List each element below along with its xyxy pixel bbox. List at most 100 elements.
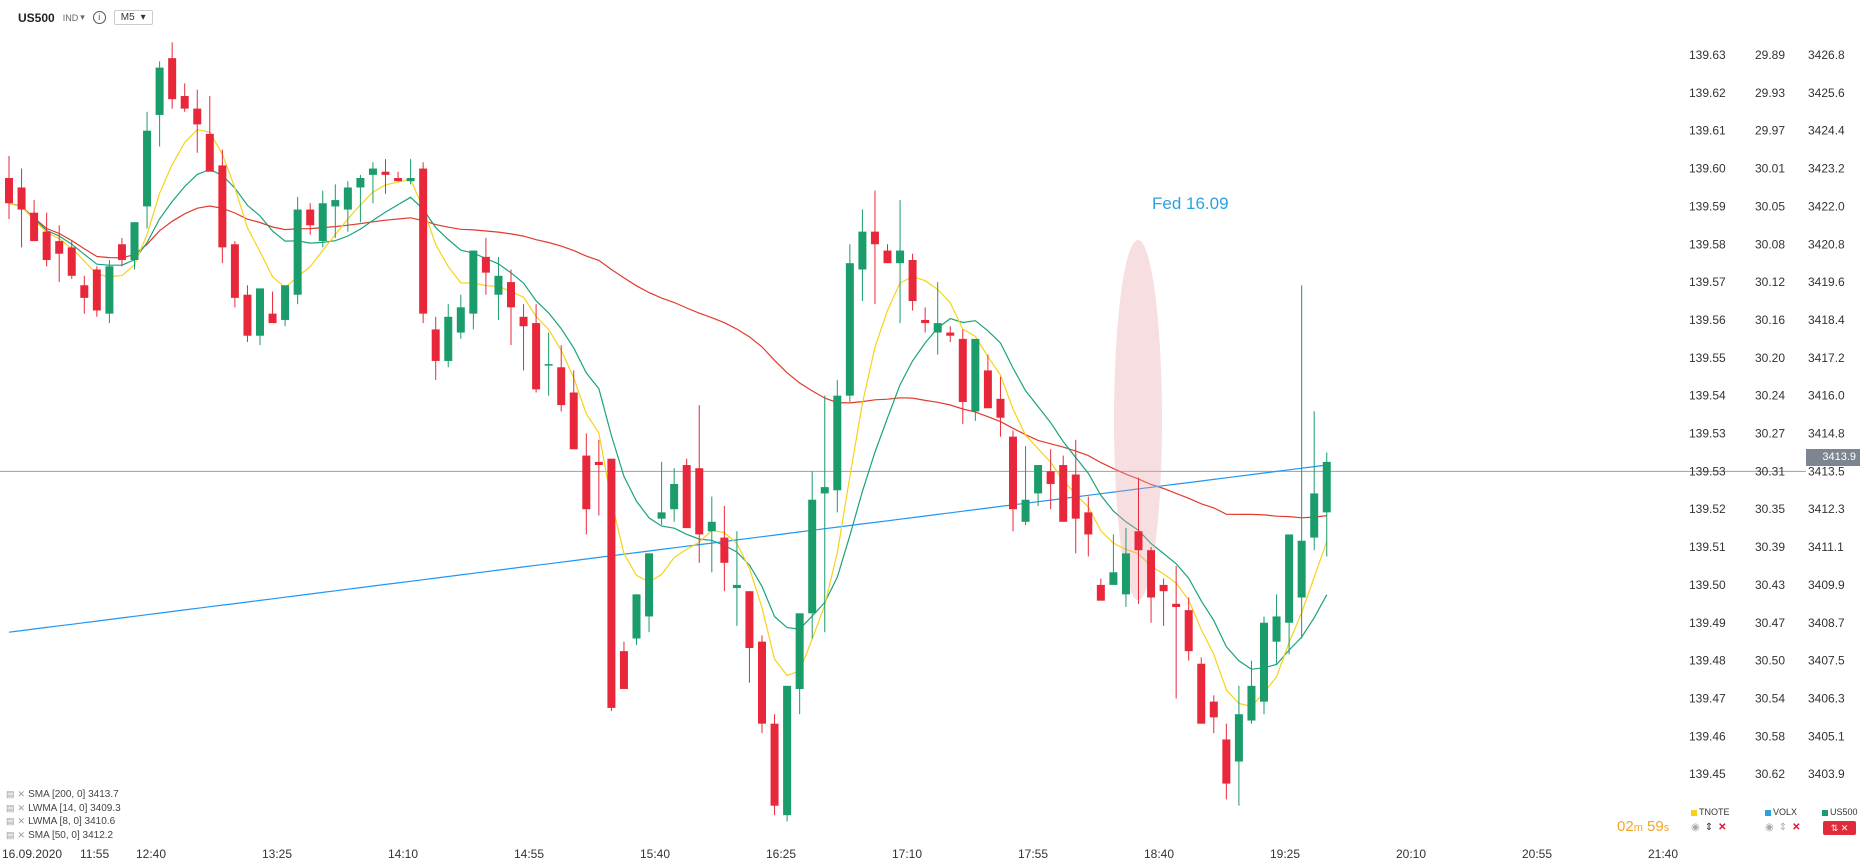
x-tick-label: 20:55 — [1522, 847, 1552, 861]
y-tick-label-tnote: 139.62 — [1689, 86, 1726, 100]
close-icon[interactable]: ✕ — [1718, 822, 1727, 833]
y-tick-label-volx: 30.12 — [1755, 275, 1785, 289]
overlay-label: TNOTE — [1699, 807, 1730, 817]
close-icon[interactable]: ✕ — [17, 829, 26, 840]
candle — [971, 338, 980, 421]
candle-body — [1121, 553, 1130, 595]
candle — [1234, 685, 1243, 806]
candle-body — [695, 468, 704, 535]
candle-body — [105, 266, 114, 314]
lwma8-line — [8, 128, 1328, 707]
candle-body — [1209, 701, 1218, 718]
candle — [130, 222, 139, 270]
candle-body — [1234, 714, 1243, 762]
candle-body — [1134, 531, 1143, 551]
overlay-us500-toggle-button[interactable]: ⇅ ✕ — [1823, 821, 1856, 835]
y-tick-label-tnote: 139.46 — [1689, 729, 1726, 743]
candle-body — [406, 178, 415, 182]
eye-icon[interactable]: ◉ — [1691, 822, 1700, 833]
candle-body — [607, 458, 616, 708]
overlay-volx[interactable]: VOLX — [1765, 807, 1797, 817]
candle — [444, 304, 453, 368]
y-tick-label-volx: 30.47 — [1755, 616, 1785, 630]
candle — [833, 379, 842, 513]
candle-body — [569, 392, 578, 450]
candle-body — [368, 168, 377, 175]
sort-icon[interactable]: ⇕ — [1704, 822, 1714, 833]
candle — [532, 304, 541, 393]
candle-body — [1310, 493, 1319, 538]
candle — [1071, 439, 1080, 554]
candle — [883, 244, 892, 264]
legend-item[interactable]: ▤ ✕ LWMA [8, 0] 3410.6 — [6, 815, 121, 829]
candle — [783, 685, 792, 822]
symbol-name[interactable]: US500 — [18, 10, 55, 25]
candle — [1172, 565, 1181, 699]
candle-body — [1147, 550, 1156, 598]
chevron-down-icon: ▾ — [80, 12, 85, 22]
close-icon[interactable]: ✕ — [1792, 822, 1801, 833]
candle — [243, 285, 252, 343]
close-icon[interactable]: ✕ — [17, 789, 26, 799]
candle — [1009, 430, 1017, 532]
candle — [896, 200, 905, 324]
close-icon[interactable]: ✕ — [17, 802, 26, 813]
candle-body — [557, 367, 566, 406]
candle-body — [657, 512, 666, 519]
instrument-type-badge[interactable]: IND ▾ — [63, 12, 85, 23]
candle — [682, 458, 691, 529]
overlay-controls-volx: ◉ ⇕ ✕ — [1765, 822, 1801, 833]
candle-countdown: 02m 59s — [1617, 818, 1669, 835]
y-tick-label-us500: 3409.9 — [1808, 578, 1845, 592]
close-icon[interactable]: ✕ — [17, 816, 26, 826]
y-tick-label-tnote: 139.53 — [1689, 427, 1726, 441]
candle-body — [5, 178, 13, 204]
y-tick-label-volx: 30.16 — [1755, 313, 1785, 327]
eye-icon[interactable]: ◉ — [1765, 822, 1774, 833]
candle-body — [92, 269, 101, 311]
legend-item[interactable]: ▤ ✕ SMA [200, 0] 3413.7 — [6, 788, 121, 802]
candle — [230, 241, 239, 308]
candle — [569, 370, 578, 450]
overlay-us500[interactable]: US500 — [1822, 807, 1858, 817]
candle-body — [795, 613, 804, 689]
x-tick-label: 17:10 — [892, 847, 922, 861]
y-tick-label-tnote: 139.53 — [1689, 464, 1726, 478]
candle-body — [632, 594, 641, 639]
legend-label: LWMA [14, 0] 3409.3 — [28, 802, 121, 814]
candle-body — [1109, 572, 1118, 585]
candle — [557, 345, 566, 412]
info-icon[interactable]: i — [92, 11, 106, 24]
y-tick-label-us500: 3423.2 — [1808, 162, 1845, 176]
candle — [1297, 285, 1306, 639]
candle-body — [833, 395, 842, 491]
candle-body — [1034, 465, 1043, 494]
candle-body — [80, 285, 89, 298]
candle-body — [1046, 471, 1055, 484]
candle — [1034, 465, 1043, 507]
candle-body — [293, 209, 302, 295]
y-tick-label-us500: 3416.0 — [1808, 389, 1845, 403]
x-tick-label: 17:55 — [1018, 847, 1048, 861]
candle — [619, 641, 628, 689]
candle — [770, 714, 779, 816]
x-tick-label: 14:10 — [388, 847, 418, 861]
candle-body — [431, 329, 440, 361]
overlay-label: US500 — [1830, 807, 1858, 817]
sort-icon[interactable]: ⇕ — [1778, 822, 1788, 833]
timeframe-select[interactable]: M5 ▾ — [113, 10, 153, 25]
y-tick-label-us500: 3405.1 — [1808, 729, 1845, 743]
legend-item[interactable]: ▤ ✕ LWMA [14, 0] 3409.3 — [6, 802, 121, 816]
candle — [143, 111, 152, 229]
y-tick-label-tnote: 139.45 — [1689, 767, 1726, 781]
candle-body — [1059, 465, 1068, 522]
candle — [481, 237, 490, 295]
candle — [368, 162, 377, 204]
x-tick-label: 16:25 — [766, 847, 796, 861]
candle — [1310, 411, 1319, 551]
overlay-tnote[interactable]: TNOTE — [1691, 807, 1730, 817]
candle — [1247, 660, 1256, 724]
candle — [1184, 597, 1193, 661]
legend-item[interactable]: ▤ ✕ SMA [50, 0] 3412.2 — [6, 829, 121, 843]
